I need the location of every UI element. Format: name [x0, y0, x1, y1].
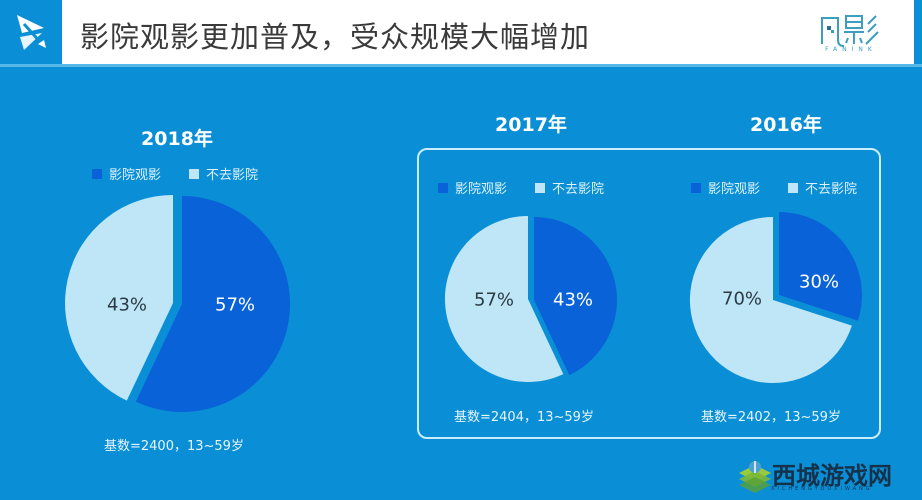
- chart-2018-base-note: 基数=2400，13~59岁: [104, 439, 244, 454]
- pie-slice-no-cinema: [444, 216, 564, 382]
- legend-item-cinema: 影院观影: [691, 178, 760, 197]
- chart-2018-title: 2018年: [141, 128, 213, 150]
- pie-2017-label-no-cinema: 57%: [473, 289, 515, 311]
- pie-2018-label-no-cinema: 43%: [106, 294, 148, 316]
- pie-slice-cinema: [135, 196, 291, 412]
- pie-2016-label-no-cinema: 70%: [721, 288, 763, 310]
- legend-swatch-cinema: [92, 168, 102, 179]
- pie-2017-label-cinema: 43%: [552, 289, 594, 311]
- chart-2017-base-note: 基数=2404，13~59岁: [454, 410, 594, 425]
- legend-item-cinema: 影院观影: [438, 178, 507, 197]
- share-arrows-icon: [17, 15, 46, 50]
- chart-2017-title: 2017年: [495, 114, 567, 136]
- header-logo-box: [0, 0, 62, 64]
- pie-chart-2017: [444, 216, 617, 382]
- pie-2016-label-cinema: 30%: [798, 271, 840, 293]
- brand-subtitle: FANINK: [825, 46, 877, 53]
- legend-label-no-cinema: 不去影院: [552, 182, 605, 197]
- legend-swatch-cinema: [691, 182, 701, 193]
- legend-label-cinema: 影院观影: [109, 168, 162, 183]
- legend-item-cinema: 影院观影: [92, 164, 161, 183]
- chart-2018-legend: 影院观影 不去影院: [92, 164, 286, 183]
- comparison-box: [417, 148, 881, 439]
- pie-slice-cinema: [534, 217, 617, 376]
- legend-item-no-cinema: 不去影院: [189, 164, 258, 183]
- watermark-subtext: XICHENGYOUXIWANG: [771, 486, 873, 492]
- pie-chart-2016: [689, 212, 862, 383]
- pie-slice-no-cinema: [689, 216, 852, 383]
- legend-swatch-no-cinema: [189, 168, 200, 179]
- legend-item-no-cinema: 不去影院: [788, 178, 857, 197]
- header-bar: 影院观影更加普及，受众规模大幅增加 FANINK: [0, 0, 922, 64]
- pie-slice-cinema: [779, 212, 862, 321]
- brand-logo-icon: [821, 15, 879, 47]
- header-divider: [0, 64, 922, 67]
- watermark-logo-icon: [739, 461, 771, 493]
- chart-2016-title: 2016年: [750, 114, 822, 136]
- legend-label-no-cinema: 不去影院: [206, 168, 259, 183]
- header-right-strip: [914, 0, 922, 64]
- legend-label-cinema: 影院观影: [455, 182, 508, 197]
- legend-item-no-cinema: 不去影院: [535, 178, 604, 197]
- page-title: 影院观影更加普及，受众规模大幅增加: [80, 20, 591, 54]
- legend-label-no-cinema: 不去影院: [805, 182, 858, 197]
- pie-chart-2018: [65, 195, 291, 412]
- chart-2016-base-note: 基数=2402，13~59岁: [701, 410, 841, 425]
- chart-2016-legend: 影院观影 不去影院: [691, 178, 885, 197]
- legend-swatch-no-cinema: [788, 182, 799, 193]
- watermark-text: 西城游戏网: [772, 462, 892, 490]
- legend-label-cinema: 影院观影: [708, 182, 761, 197]
- pie-slice-no-cinema: [65, 195, 173, 401]
- chart-2017-legend: 影院观影 不去影院: [438, 178, 632, 197]
- pie-2018-label-cinema: 57%: [214, 294, 256, 316]
- legend-swatch-cinema: [438, 182, 448, 193]
- legend-swatch-no-cinema: [535, 182, 546, 193]
